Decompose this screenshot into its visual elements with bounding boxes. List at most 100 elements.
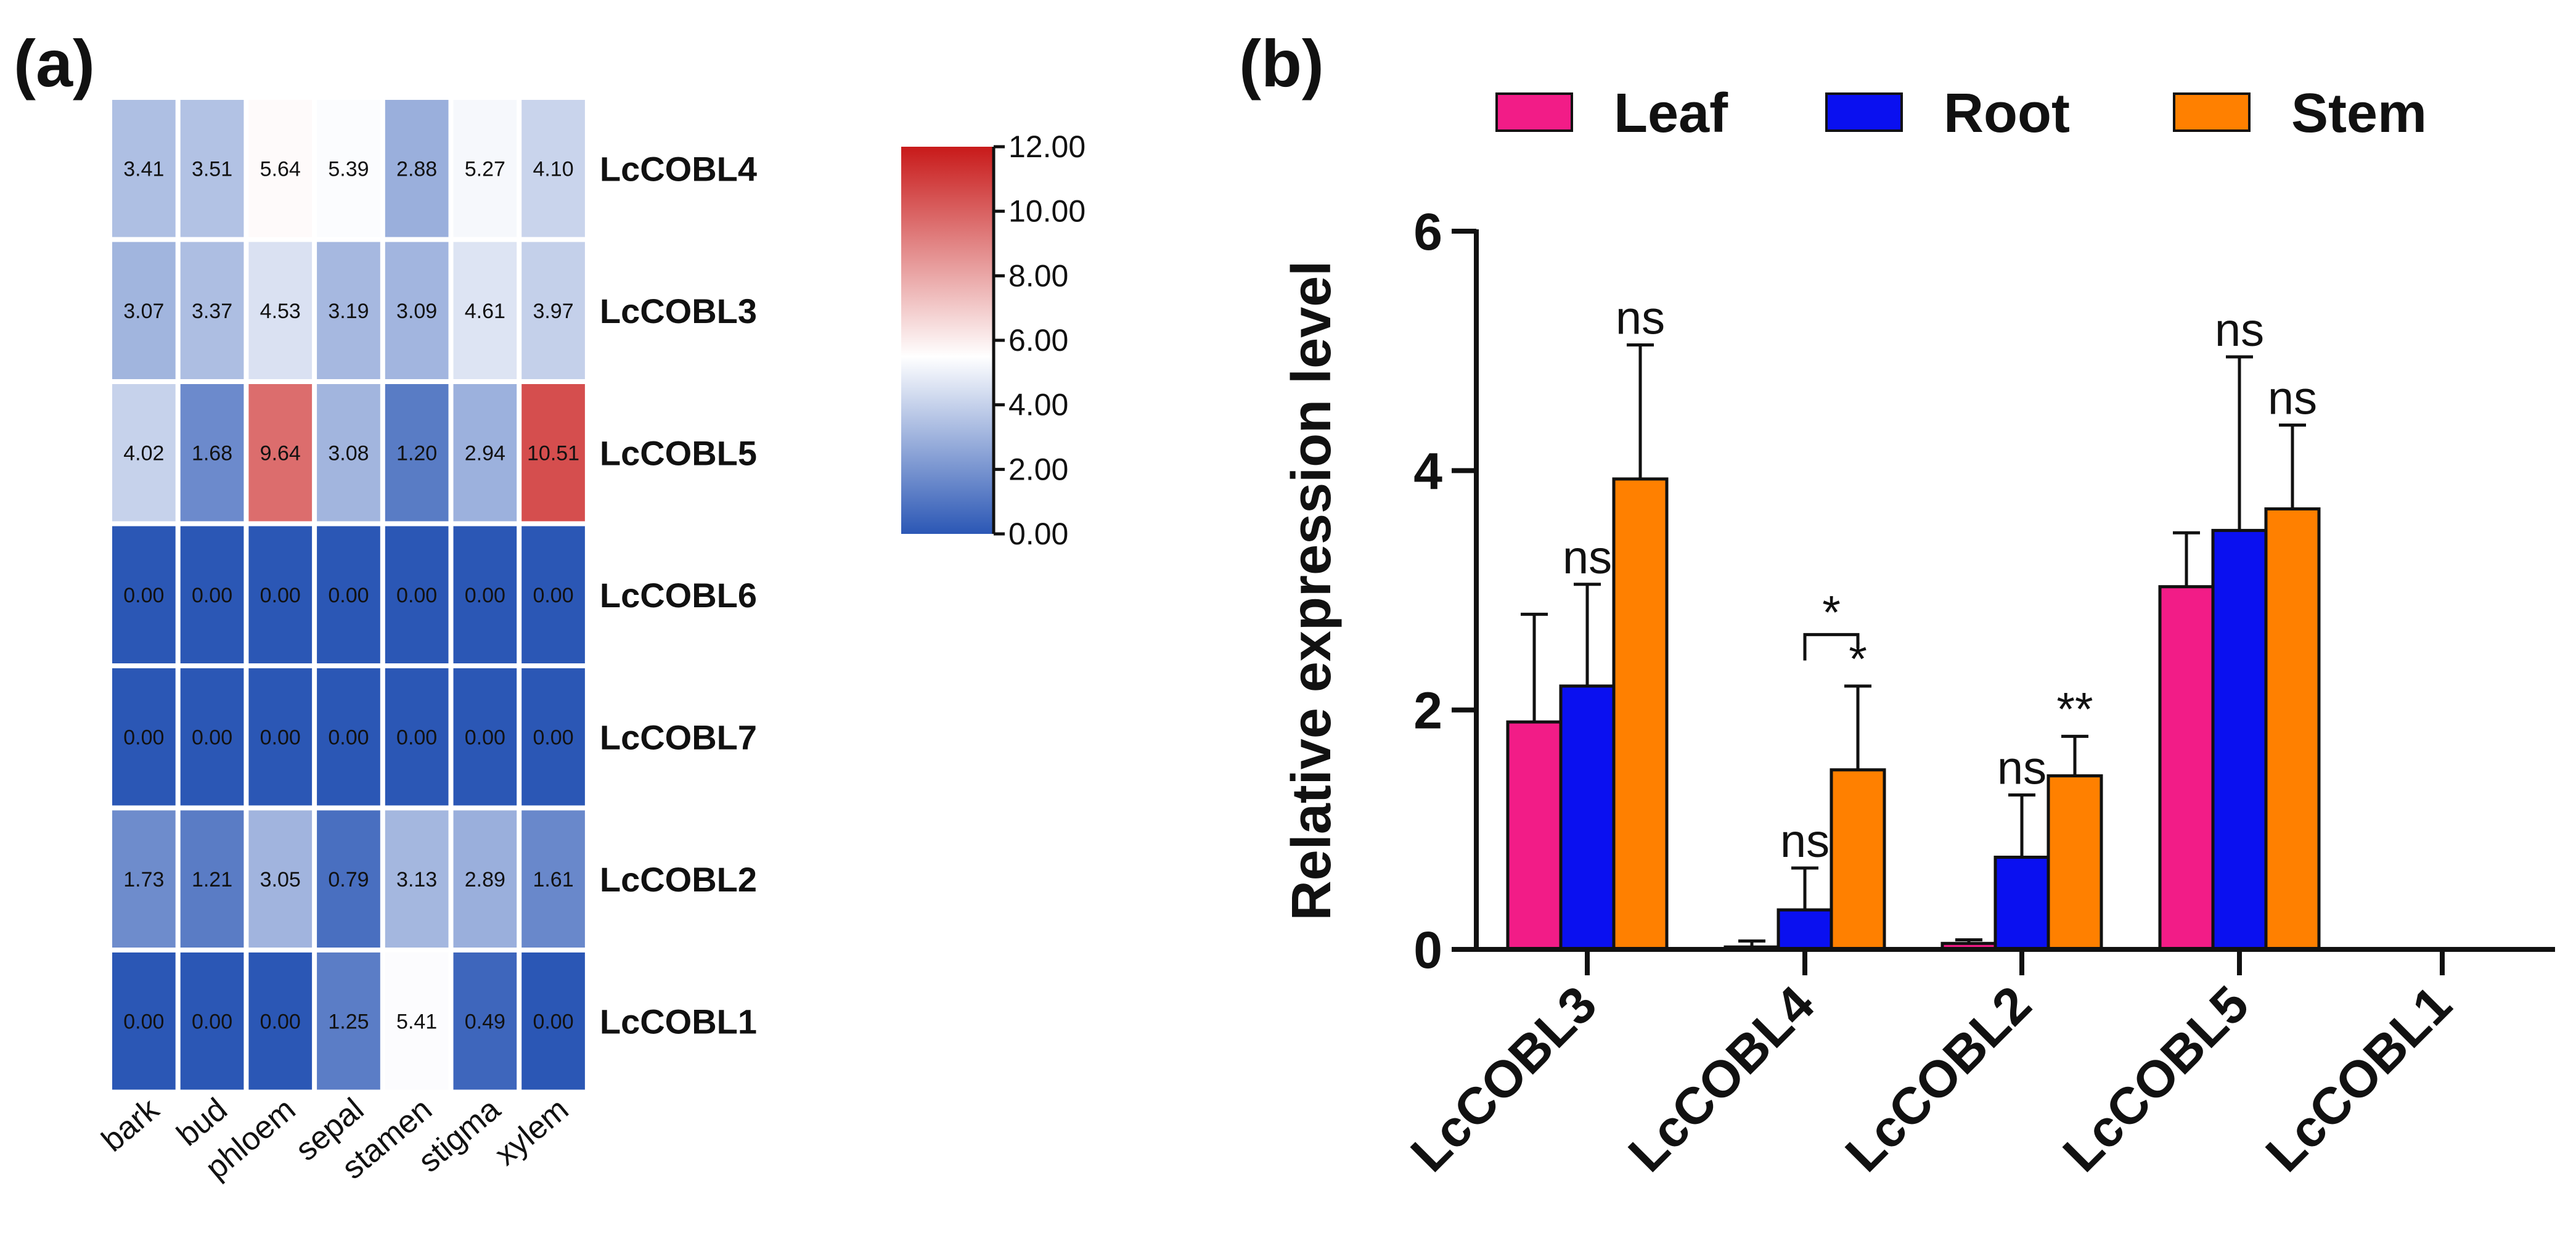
heatmap-cell: [317, 668, 380, 806]
heatmap-cell-value: 1.68: [192, 441, 232, 465]
heatmap-cell: [248, 242, 313, 379]
heatmap-cell-value: 0.00: [123, 584, 164, 607]
y-axis-title: Relative expression level: [1281, 261, 1343, 921]
heatmap-cell-value: 0.00: [533, 1010, 573, 1033]
heatmap-cell-value: 1.20: [396, 441, 437, 465]
heatmap-cell: [521, 100, 585, 237]
colorbar-tick-label: 12.00: [1008, 129, 1086, 164]
heatmap-cell: [248, 100, 313, 237]
heatmap-cell: [180, 668, 244, 806]
legend-swatch-leaf: [1495, 92, 1573, 132]
heatmap-cell-value: 3.08: [328, 441, 369, 465]
legend-swatch-root: [1825, 92, 1903, 132]
heatmap-cell: [180, 100, 244, 237]
colorbar-gradient: [901, 147, 994, 534]
heatmap-cell-value: 2.94: [465, 441, 505, 465]
heatmap-cell: [521, 952, 585, 1090]
heatmap-cell: [317, 384, 380, 522]
heatmap-column-label: bark: [95, 1091, 166, 1159]
heatmap-cell: [453, 526, 517, 663]
heatmap-cell-value: 0.00: [260, 584, 301, 607]
heatmap-cell: [521, 384, 585, 522]
heatmap-cell-value: 0.49: [465, 1010, 505, 1033]
bar-leaf: [2158, 585, 2215, 951]
heatmap-cell: [385, 952, 449, 1090]
colorbar-tick-label: 0.00: [1008, 517, 1068, 551]
bar-legend: Leaf Root Stem: [1495, 83, 2427, 144]
heatmap-cell-value: 2.88: [396, 157, 437, 181]
heatmap-cell: [521, 242, 585, 379]
y-tick-label: 6: [1413, 203, 1442, 261]
heatmap-cell-value: 0.00: [396, 726, 437, 749]
heatmap-row-label: LcCOBL1: [600, 1002, 757, 1041]
heatmap-cell: [385, 100, 449, 237]
x-category-label: LcCOBL4: [1617, 975, 1825, 1182]
heatmap-cell-value: 3.97: [533, 300, 573, 323]
heatmap-cell: [112, 810, 176, 948]
bar-root: [1993, 855, 2050, 951]
heatmap-cell-value: 5.39: [328, 157, 369, 181]
legend-label-stem: Stem: [2291, 83, 2427, 144]
heatmap-cell: [180, 952, 244, 1090]
heatmap-cell-value: 0.00: [533, 726, 573, 749]
heatmap-cell: [112, 668, 176, 806]
heatmap-cell-value: 3.05: [260, 868, 301, 891]
bar-leaf: [1506, 720, 1563, 951]
bar-root: [1777, 908, 1833, 951]
heatmap-cell: [112, 526, 176, 663]
heatmap-cell-value: 0.00: [465, 726, 505, 749]
heatmap-cell: [248, 526, 313, 663]
legend-label-leaf: Leaf: [1614, 83, 1728, 144]
heatmap-cell-value: 9.64: [260, 441, 301, 465]
colorbar-tick-label: 6.00: [1008, 323, 1068, 358]
heatmap-cell-value: 0.00: [396, 584, 437, 607]
significance-label: ns: [2215, 304, 2264, 356]
heatmap-cell-value: 2.89: [465, 868, 505, 891]
x-category-label: LcCOBL2: [1834, 975, 2042, 1182]
heatmap-cell: [180, 810, 244, 948]
heatmap-cell-value: 3.07: [123, 300, 164, 323]
heatmap-row-label: LcCOBL5: [600, 433, 757, 472]
heatmap-cell-value: 3.13: [396, 868, 437, 891]
heatmap-cell: [521, 810, 585, 948]
legend-swatch-stem: [2173, 92, 2251, 132]
y-tick-label: 4: [1413, 442, 1442, 500]
heatmap-cell-value: 0.00: [328, 584, 369, 607]
heatmap-cell-value: 0.79: [328, 868, 369, 891]
panel-a-label: (a): [14, 26, 95, 100]
colorbar-tick-label: 2.00: [1008, 452, 1068, 486]
heatmap-cell-value: 5.27: [465, 157, 505, 181]
heatmap-cell-value: 1.73: [123, 868, 164, 891]
heatmap-cell: [112, 384, 176, 522]
significance-label: **: [2056, 683, 2093, 735]
heatmap-cell: [453, 810, 517, 948]
heatmap-cell: [453, 100, 517, 237]
bar-stem: [1830, 768, 1886, 951]
heatmap-cell-value: 3.37: [192, 300, 232, 323]
heatmap-cell: [317, 810, 380, 948]
heatmap-cell-value: 0.00: [123, 726, 164, 749]
heatmap-cell: [385, 526, 449, 663]
heatmap-cell-value: 5.41: [396, 1010, 437, 1033]
heatmap-cell: [317, 100, 380, 237]
heatmap-cell-value: 10.51: [527, 441, 579, 465]
heatmap-cell: [453, 242, 517, 379]
heatmap-cell-value: 1.21: [192, 868, 232, 891]
colorbar: 0.00 2.00 4.00 6.00 8.00 10.00 12.00: [901, 129, 1086, 551]
heatmap-cell: [453, 668, 517, 806]
x-category-label: LcCOBL5: [2052, 975, 2260, 1182]
heatmap-cell: [385, 810, 449, 948]
heatmap-row-label: LcCOBL3: [600, 292, 757, 330]
heatmap-cell: [317, 952, 380, 1090]
heatmap-cell-value: 0.00: [533, 584, 573, 607]
heatmap-cell: [112, 100, 176, 237]
heatmap-cell: [248, 952, 313, 1090]
panel-b-label: (b): [1239, 26, 1324, 100]
legend-label-root: Root: [1944, 83, 2070, 144]
heatmap-cell: [248, 810, 313, 948]
bar-stem: [2264, 507, 2321, 951]
bar-root: [1559, 684, 1616, 951]
heatmap-cell-value: 0.00: [260, 726, 301, 749]
heatmap-row-label: LcCOBL2: [600, 860, 757, 899]
